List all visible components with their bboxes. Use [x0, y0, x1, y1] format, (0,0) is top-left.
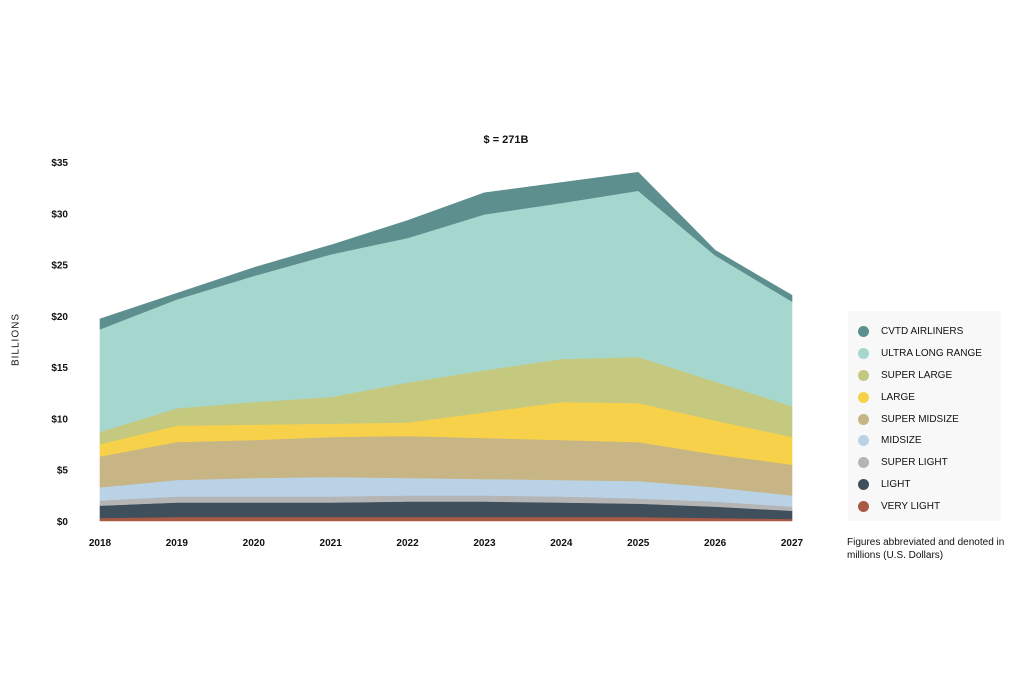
legend-swatch: [858, 348, 869, 360]
x-tick-label: 2024: [550, 538, 573, 549]
y-tick-label: $25: [51, 261, 68, 272]
legend-label: ULTRA LONG RANGE: [881, 348, 982, 360]
legend-swatch: [858, 413, 869, 425]
footnote: Figures abbreviated and denoted in milli…: [847, 537, 1005, 561]
x-tick-label: 2020: [243, 538, 266, 549]
x-tick-label: 2021: [320, 538, 343, 549]
legend-swatch: [858, 478, 869, 490]
legend-swatch: [858, 391, 869, 403]
area-series-group: [99, 171, 793, 522]
y-tick-label: $5: [57, 466, 69, 477]
legend-label: CVTD AIRLINERS: [881, 326, 964, 338]
y-axis-title: BILLIONS: [10, 312, 22, 367]
y-tick-label: $0: [57, 517, 69, 528]
x-tick-label: 2025: [627, 538, 650, 549]
legend: CVTD AIRLINERS ULTRA LONG RANGE SUPER LARG…: [848, 311, 1001, 521]
legend-swatch: [858, 435, 869, 447]
legend-item-ultra-long-range: ULTRA LONG RANGE: [848, 343, 1001, 365]
legend-item-super-midsize: SUPER MIDSIZE: [848, 408, 1001, 430]
legend-item-midsize: MIDSIZE: [848, 430, 1001, 452]
x-axis-ticks: 2018 2019 2020 2021 2022 2023 2024 2025 2026 2027: [89, 538, 804, 549]
legend-label: LIGHT: [881, 478, 911, 490]
y-tick-label: $15: [51, 363, 68, 374]
y-tick-label: $30: [51, 209, 68, 220]
legend-item-super-large: SUPER LARGE: [848, 365, 1001, 387]
legend-label: VERY LIGHT: [881, 500, 941, 512]
x-tick-label: 2018: [89, 538, 112, 549]
legend-label: LARGE: [881, 391, 915, 403]
x-tick-label: 2023: [473, 538, 496, 549]
legend-swatch: [858, 369, 869, 381]
x-tick-label: 2022: [396, 538, 419, 549]
legend-swatch: [858, 457, 869, 469]
legend-label: SUPER MIDSIZE: [881, 413, 959, 425]
legend-item-super-light: SUPER LIGHT: [848, 452, 1001, 474]
legend-label: MIDSIZE: [881, 435, 922, 447]
legend-label: SUPER LIGHT: [881, 457, 948, 469]
legend-label: SUPER LARGE: [881, 369, 953, 381]
x-tick-label: 2027: [781, 538, 804, 549]
y-tick-label: $10: [51, 414, 68, 425]
legend-item-large: LARGE: [848, 386, 1001, 408]
legend-swatch: [858, 500, 869, 512]
area-cvtd-airliners: [99, 171, 793, 330]
legend-item-very-light: VERY LIGHT: [848, 495, 1001, 517]
legend-item-cvtd-airliners: CVTD AIRLINERS: [848, 321, 1001, 343]
x-tick-label: 2019: [166, 538, 189, 549]
y-tick-label: $35: [51, 158, 68, 169]
chart-title: $ = 271B: [483, 134, 529, 146]
legend-item-light: LIGHT: [848, 474, 1001, 496]
y-axis-ticks: $0 $5 $10 $15 $20 $25 $30 $35: [51, 158, 68, 528]
y-tick-label: $20: [51, 312, 68, 323]
legend-swatch: [858, 326, 869, 338]
x-tick-label: 2026: [704, 538, 727, 549]
